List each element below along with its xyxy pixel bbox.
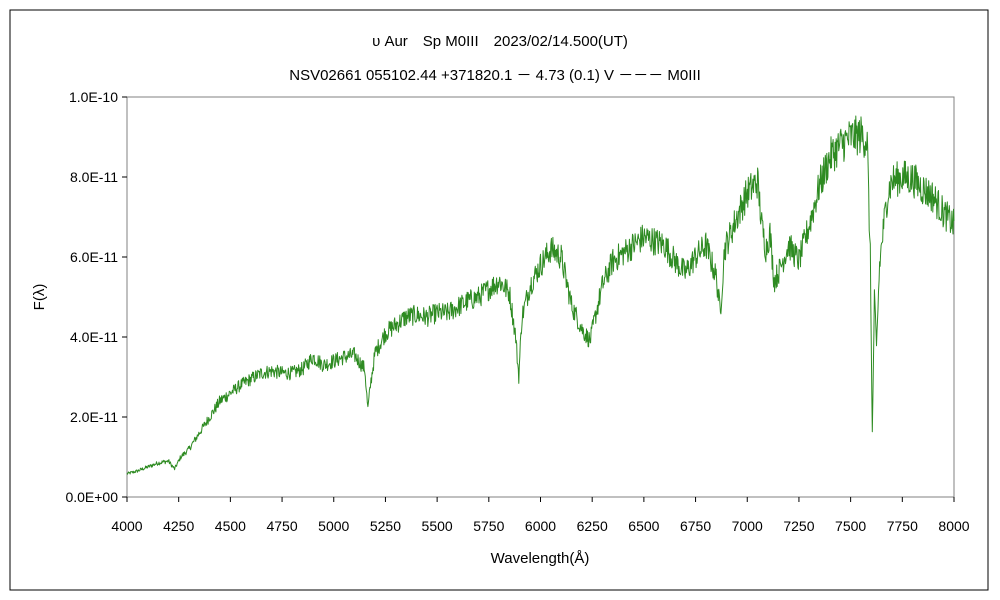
y-tick-label: 1.0E-10 (69, 89, 118, 105)
x-axis-ticks: 4000 4250 4500 4750 5000 5250 5500 5750 6000 6250… (111, 497, 970, 534)
x-tick-label: 5500 (422, 518, 453, 534)
x-tick-label: 7000 (732, 518, 763, 534)
x-tick-label: 5250 (370, 518, 401, 534)
y-tick-label: 2.0E-11 (70, 409, 118, 425)
x-tick-label: 7750 (887, 518, 918, 534)
x-tick-label: 7500 (835, 518, 866, 534)
x-axis-label: Wavelength(Å) (491, 550, 590, 567)
spectrum-line (126, 115, 955, 475)
x-tick-label: 5750 (473, 518, 504, 534)
chart-subtitle: NSV02661 055102.44 +371820.1 － 4.73 (0.1… (289, 67, 701, 84)
x-tick-label: 6500 (628, 518, 659, 534)
x-tick-label: 7250 (783, 518, 814, 534)
x-tick-label: 4500 (215, 518, 246, 534)
x-tick-label: 8000 (938, 518, 969, 534)
y-axis-ticks: 0.0E+00 2.0E-11 4.0E-11 6.0E-11 8.0E-11 1.0E-… (65, 89, 127, 505)
y-tick-label: 0.0E+00 (65, 489, 118, 505)
x-tick-label: 5000 (318, 518, 349, 534)
chart-title: υ Aur Sp M0III 2023/02/14.500(UT) (372, 33, 628, 50)
x-tick-label: 6000 (525, 518, 556, 534)
y-tick-label: 4.0E-11 (70, 329, 118, 345)
y-tick-label: 6.0E-11 (70, 249, 118, 265)
x-tick-label: 4250 (163, 518, 194, 534)
x-tick-label: 4000 (111, 518, 142, 534)
y-axis-label: F(λ) (31, 284, 48, 311)
x-tick-label: 4750 (266, 518, 297, 534)
spectrum-series-group (126, 115, 955, 475)
plot-area (126, 96, 955, 498)
x-tick-label: 6250 (577, 518, 608, 534)
y-tick-label: 8.0E-11 (70, 169, 118, 185)
x-tick-label: 6750 (680, 518, 711, 534)
